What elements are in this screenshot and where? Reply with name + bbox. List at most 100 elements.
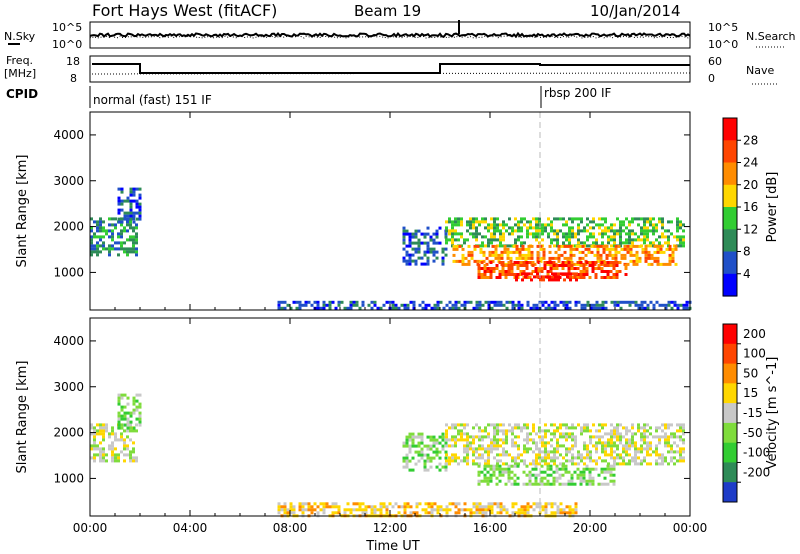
echo-cell (637, 217, 640, 221)
echo-cell (138, 411, 142, 415)
echo-cell (111, 247, 114, 251)
echo-cell (553, 229, 556, 233)
echo-cell (111, 229, 114, 233)
echo-cell (655, 435, 658, 439)
echo-cell (671, 247, 675, 251)
colorbar-tick-label: 12 (743, 222, 758, 236)
echo-cell (655, 238, 658, 242)
echo-cell (536, 256, 540, 260)
echo-cell (126, 250, 129, 254)
echo-cell (658, 241, 661, 245)
echo-cell (444, 232, 448, 236)
echo-cell (655, 426, 658, 430)
echo-cell (602, 250, 606, 254)
echo-cell (436, 511, 440, 515)
echo-cell (647, 253, 651, 257)
echo-cell (484, 511, 488, 515)
echo-cell (668, 244, 672, 248)
echo-cell (541, 438, 544, 442)
echo-cell (595, 306, 599, 310)
echo-cell (670, 435, 673, 439)
echo-cell (102, 429, 105, 433)
echo-cell (625, 426, 628, 430)
echo-cell (616, 232, 619, 236)
echo-cell (670, 432, 673, 436)
echo-cell (640, 462, 643, 466)
echo-cell (417, 241, 421, 245)
echo-cell (498, 261, 502, 264)
echo-cell (123, 414, 127, 418)
echo-cell (591, 270, 595, 273)
echo-cell (679, 220, 682, 224)
echo-cell (405, 462, 409, 466)
echo-cell (467, 253, 471, 257)
echo-cell (637, 456, 640, 460)
echo-cell (526, 303, 530, 307)
echo-cell (457, 423, 460, 427)
echo-cell (601, 426, 604, 430)
echo-cell (487, 226, 490, 230)
echo-cell (664, 456, 667, 460)
echo-cell (117, 187, 121, 191)
echo-cell (659, 250, 663, 254)
echo-cell (301, 303, 305, 307)
echo-cell (517, 423, 520, 427)
echo-cell (93, 435, 96, 439)
echo-cell (607, 441, 610, 445)
echo-cell (547, 429, 550, 433)
echo-cell (556, 505, 560, 509)
echo-cell (99, 450, 102, 454)
echo-cell (132, 408, 136, 412)
echo-cell (514, 502, 518, 506)
echo-cell (487, 306, 491, 310)
echo-cell (661, 435, 664, 439)
echo-cell (552, 264, 556, 267)
echo-cell (544, 450, 547, 454)
echo-cell (612, 464, 616, 468)
echo-cell (493, 441, 496, 445)
echo-cell (640, 450, 643, 454)
echo-cell (409, 300, 413, 304)
echo-cell (466, 453, 469, 457)
echo-cell (585, 273, 589, 276)
echo-cell (582, 276, 586, 279)
echo-cell (526, 226, 529, 230)
echo-cell (664, 444, 667, 448)
echo-cell (567, 482, 571, 486)
echo-cell (596, 256, 600, 260)
echo-cell (499, 444, 502, 448)
echo-cell (492, 270, 496, 273)
echo-cell (542, 275, 545, 279)
echo-cell (408, 238, 412, 242)
echo-cell (464, 256, 468, 260)
freq-tick-low: 8 (70, 72, 77, 85)
echo-cell (343, 511, 347, 515)
echo-cell (478, 223, 481, 227)
echo-cell (613, 426, 616, 430)
echo-cell (646, 217, 649, 221)
echo-cell (532, 303, 536, 307)
cpid-mode-normal: normal (fast) 151 IF (93, 93, 212, 107)
echo-cell (492, 473, 496, 477)
echo-cell (129, 211, 133, 215)
colorbar-swatch (723, 162, 737, 186)
echo-cell (451, 453, 454, 457)
echo-cell (599, 253, 603, 257)
echo-cell (673, 432, 676, 436)
echo-cell (509, 256, 513, 260)
echo-cell (277, 306, 281, 310)
echo-cell (498, 467, 502, 471)
echo-cell (487, 453, 490, 457)
echo-cell (553, 453, 556, 457)
echo-cell (661, 223, 664, 227)
echo-cell (513, 464, 517, 468)
echo-cell (120, 208, 124, 212)
echo-cell (647, 262, 651, 266)
echo-cell (373, 508, 377, 512)
echo-cell (619, 423, 622, 427)
echo-cell (569, 278, 572, 282)
echo-cell (640, 232, 643, 236)
echo-cell (528, 482, 532, 486)
echo-cell (108, 250, 111, 254)
echo-cell (585, 467, 589, 471)
